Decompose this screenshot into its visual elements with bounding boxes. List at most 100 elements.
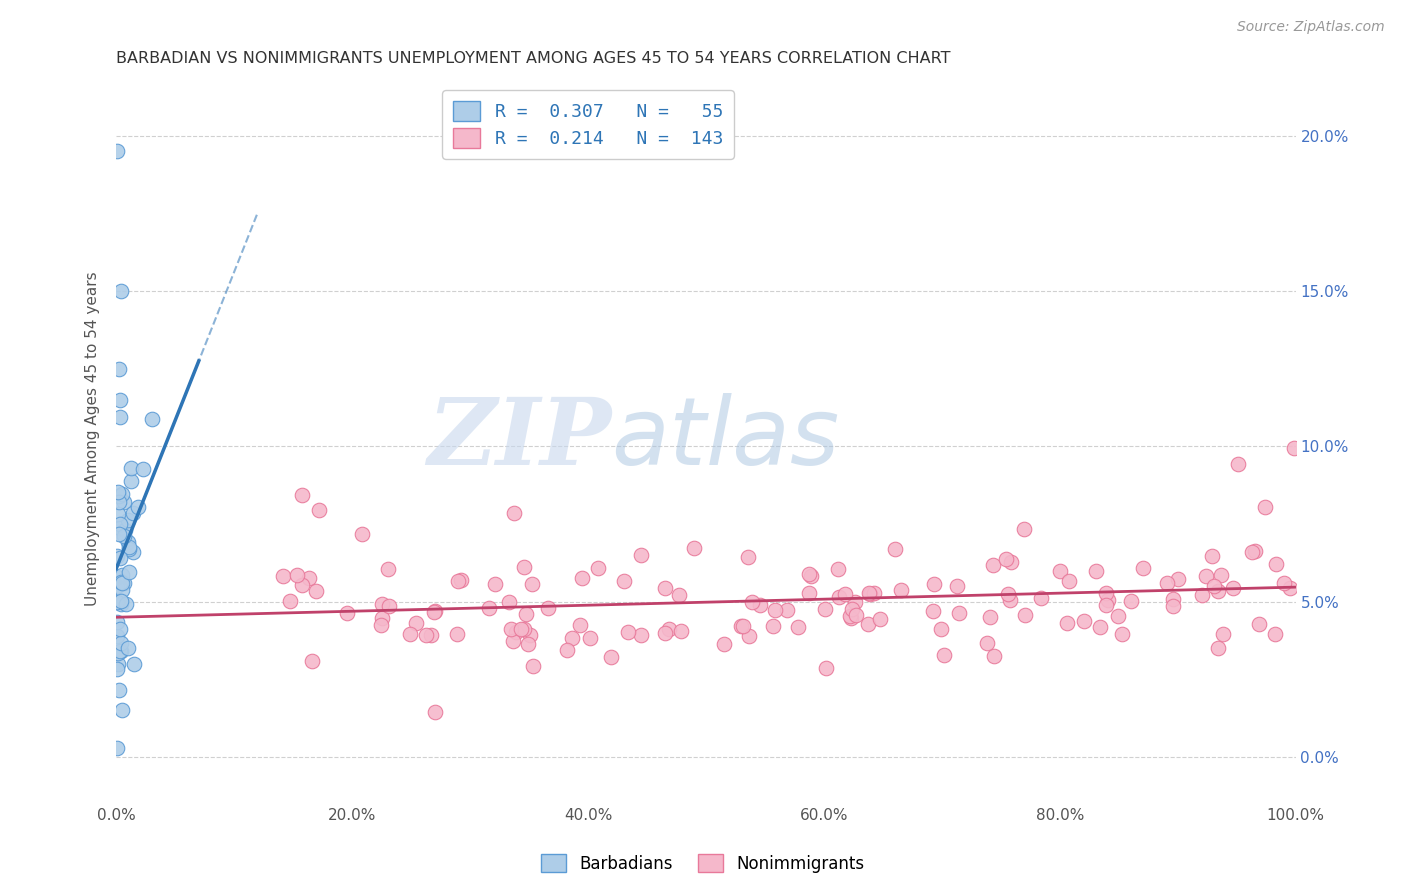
Point [856,617,879,632]
Point [748,598,770,612]
Point [111,487,134,501]
Point [741,595,763,609]
Point [600,650,623,665]
Point [111,576,134,591]
Point [415,628,437,642]
Point [588,560,610,574]
Point [834,587,856,601]
Point [1191,588,1213,602]
Point [668,588,690,602]
Point [890,582,912,597]
Point [301,654,323,668]
Point [111,583,134,598]
Point [110,594,132,608]
Point [733,619,755,633]
Point [1094,598,1116,612]
Point [423,605,446,619]
Y-axis label: Unemployment Among Ages 45 to 54 years: Unemployment Among Ages 45 to 54 years [86,271,100,606]
Point [132,462,155,476]
Point [522,576,544,591]
Point [1107,608,1129,623]
Point [1111,627,1133,641]
Point [946,579,969,593]
Point [107,646,129,660]
Point [122,545,145,559]
Point [932,648,955,662]
Point [110,568,132,582]
Point [827,561,849,575]
Point [815,661,838,675]
Point [352,527,374,541]
Point [948,606,970,620]
Point [505,624,527,639]
Point [713,637,735,651]
Point [1059,574,1081,588]
Point [112,576,135,591]
Point [516,637,538,651]
Point [108,527,131,541]
Point [108,551,131,566]
Point [484,576,506,591]
Point [1206,584,1229,599]
Text: BARBADIAN VS NONIMMIGRANTS UNEMPLOYMENT AMONG AGES 45 TO 54 YEARS CORRELATION CH: BARBADIAN VS NONIMMIGRANTS UNEMPLOYMENT … [117,51,950,66]
Point [121,506,143,520]
Point [883,542,905,557]
Point [110,575,132,590]
Point [117,565,139,579]
Point [1073,614,1095,628]
Point [797,586,820,600]
Point [446,626,468,640]
Point [1240,545,1263,559]
Point [112,495,135,509]
Point [1254,500,1277,515]
Point [617,625,640,640]
Point [555,643,578,657]
Point [1202,579,1225,593]
Point [297,571,319,585]
Point [683,541,706,555]
Point [1056,616,1078,631]
Point [308,503,330,517]
Point [1206,640,1229,655]
Point [108,410,131,425]
Point [858,585,880,599]
Point [115,597,138,611]
Point [305,583,328,598]
Point [108,489,131,503]
Point [1000,593,1022,607]
Point [110,597,132,611]
Point [1161,599,1184,613]
Point [111,703,134,717]
Point [447,574,470,588]
Point [122,657,145,671]
Point [738,629,761,643]
Point [797,566,820,581]
Point [612,574,634,588]
Point [730,619,752,633]
Point [630,549,652,563]
Point [814,602,837,616]
Point [1029,591,1052,606]
Point [1161,592,1184,607]
Point [519,628,541,642]
Point [108,521,131,535]
Point [1212,626,1234,640]
Point [107,485,129,500]
Point [579,631,602,645]
Point [997,586,1019,600]
Point [571,571,593,585]
Point [118,541,141,556]
Point [291,578,314,592]
Point [117,535,139,549]
Point [112,529,135,543]
Point [1279,581,1302,595]
Point [1264,626,1286,640]
Point [800,569,823,583]
Point [762,619,785,633]
Point [1119,593,1142,607]
Point [776,603,799,617]
Point [108,682,131,697]
Point [105,570,128,584]
Point [654,625,676,640]
Point [450,573,472,587]
